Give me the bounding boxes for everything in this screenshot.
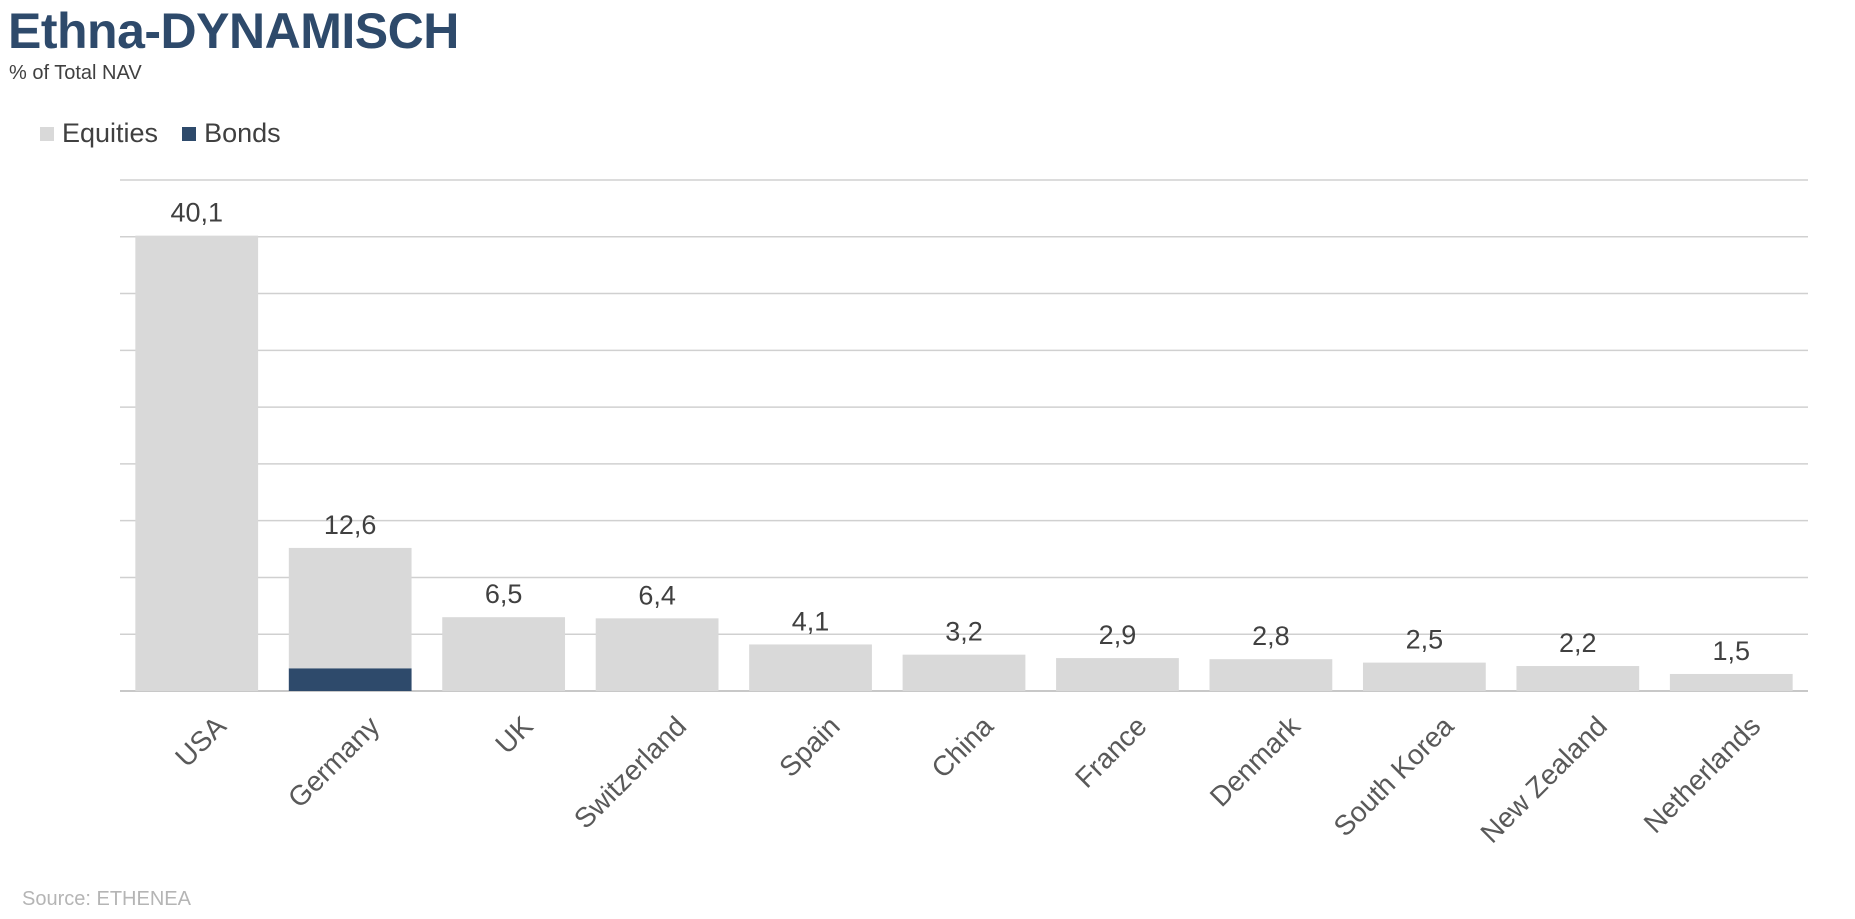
data-label: 12,6 xyxy=(324,510,377,540)
bar-bonds-germany xyxy=(288,668,412,691)
x-tick-label: South Korea xyxy=(1328,710,1460,842)
data-label: 2,8 xyxy=(1252,621,1290,651)
chart-legend: Equities Bonds xyxy=(40,118,305,149)
data-label: 2,2 xyxy=(1559,628,1597,658)
data-label: 3,2 xyxy=(945,617,983,647)
bar-equities-china xyxy=(902,654,1026,691)
x-tick-label: Switzerland xyxy=(568,710,692,834)
bar-equities-new-zealand xyxy=(1516,666,1640,691)
chart-title: Ethna-DYNAMISCH xyxy=(8,3,459,59)
data-label: 2,5 xyxy=(1406,625,1444,655)
data-label: 40,1 xyxy=(170,198,223,228)
bar-equities-uk xyxy=(442,617,566,691)
x-tick-label: Denmark xyxy=(1204,710,1307,813)
source-note: Source: ETHENEA xyxy=(22,888,191,910)
legend-swatch-bonds xyxy=(182,126,197,141)
bar-equities-switzerland xyxy=(595,618,719,691)
legend-swatch-equities xyxy=(40,126,54,141)
data-label: 2,9 xyxy=(1099,620,1137,650)
bar-equities-netherlands xyxy=(1669,673,1793,691)
bar-equities-south-korea xyxy=(1362,662,1486,691)
legend-item-bonds: Bonds xyxy=(182,118,281,149)
x-tick-label: Germany xyxy=(282,710,385,813)
chart-subtitle: % of Total NAV xyxy=(9,62,142,84)
legend-item-equities: Equities xyxy=(40,118,158,149)
data-label: 1,5 xyxy=(1712,636,1750,666)
data-label: 6,5 xyxy=(485,579,523,609)
x-tick-label: New Zealand xyxy=(1474,710,1613,849)
x-tick-label: USA xyxy=(169,710,232,773)
data-label: 6,4 xyxy=(638,580,676,610)
bar-equities-germany xyxy=(288,547,412,669)
legend-label-bonds: Bonds xyxy=(204,118,281,148)
legend-label-equities: Equities xyxy=(62,118,159,148)
x-tick-label: France xyxy=(1069,710,1153,794)
x-tick-label: UK xyxy=(489,710,539,760)
bar-equities-france xyxy=(1056,658,1179,691)
bar-equities-usa xyxy=(135,235,259,692)
bar-equities-denmark xyxy=(1209,659,1333,691)
data-label: 4,1 xyxy=(792,606,830,636)
x-tick-label: Netherlands xyxy=(1638,710,1767,839)
x-tick-label: Spain xyxy=(773,710,846,783)
bar-equities-spain xyxy=(749,644,872,691)
x-tick-label: China xyxy=(926,710,1000,784)
